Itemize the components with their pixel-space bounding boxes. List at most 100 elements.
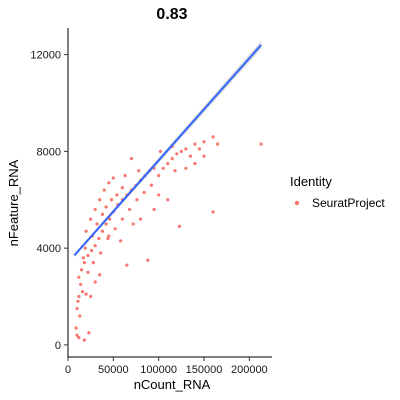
data-point [125, 263, 129, 267]
data-point [170, 157, 174, 161]
data-point [179, 149, 183, 153]
data-point [74, 326, 78, 330]
x-tick-label: 150000 [186, 364, 223, 376]
x-axis-label: nCount_RNA [134, 377, 211, 392]
data-point [193, 142, 197, 146]
data-point [86, 253, 90, 257]
data-point [166, 198, 170, 202]
data-point [106, 236, 110, 241]
data-point [166, 161, 170, 166]
y-axis-label: nFeature_RNA [6, 159, 21, 246]
data-point [77, 275, 81, 279]
data-point [98, 273, 102, 277]
data-point [128, 207, 132, 212]
data-point [93, 207, 97, 212]
data-point [138, 217, 143, 221]
data-point [111, 176, 115, 180]
data-point [197, 147, 202, 151]
y-tick-label: 0 [55, 340, 61, 352]
data-point [137, 169, 141, 173]
data-point [175, 152, 179, 156]
data-point [87, 331, 91, 335]
data-point [202, 140, 206, 144]
data-point [211, 210, 215, 214]
legend: Identity SeuratProject [290, 174, 385, 210]
data-point [102, 188, 106, 192]
fit-line [73, 44, 262, 257]
x-tick-label: 50000 [98, 364, 129, 376]
data-point [93, 244, 97, 248]
data-point [76, 299, 80, 303]
data-point [142, 190, 146, 195]
legend-title: Identity [290, 174, 332, 189]
data-point [95, 222, 99, 226]
data-point [152, 207, 156, 212]
data-point [83, 246, 87, 250]
axes: 0 50000 100000 150000 200000 0 4000 8000 12000 [30, 28, 272, 376]
data-point [115, 193, 119, 197]
data-point [80, 268, 84, 272]
data-point [177, 224, 182, 228]
data-point [89, 294, 93, 299]
data-point [78, 314, 82, 318]
data-point [82, 338, 86, 342]
data-point [202, 154, 206, 158]
x-tick-label: 0 [65, 364, 71, 376]
data-point [173, 169, 177, 173]
data-point [216, 142, 220, 146]
data-point [77, 336, 81, 340]
data-point [184, 147, 188, 151]
x-tick-label: 200000 [231, 364, 268, 376]
data-point [99, 251, 103, 255]
data-point [84, 229, 88, 233]
data-point [97, 236, 101, 241]
legend-key-seuratproject [294, 200, 300, 206]
data-point [149, 183, 154, 187]
data-point [80, 290, 85, 294]
data-point [109, 198, 114, 202]
data-point [129, 157, 134, 161]
data-point [120, 217, 124, 221]
data-point [75, 307, 79, 311]
data-point [84, 292, 88, 296]
data-point [91, 261, 95, 265]
data-point [104, 205, 108, 209]
data-point [188, 154, 192, 158]
y-tick-label: 12000 [30, 50, 61, 62]
data-point [100, 229, 105, 233]
data-point [135, 198, 139, 202]
data-point [89, 217, 93, 221]
data-point [98, 198, 102, 202]
data-point [113, 227, 117, 231]
plot-area [73, 40, 263, 342]
data-point [107, 234, 111, 238]
data-point [157, 193, 161, 197]
data-point [146, 258, 150, 262]
data-point [89, 248, 94, 253]
data-point [161, 166, 165, 170]
data-point [118, 239, 123, 243]
data-point [211, 135, 215, 139]
x-tick-label: 100000 [140, 364, 177, 376]
legend-label-seuratproject: SeuratProject [312, 196, 385, 210]
data-point [75, 333, 79, 337]
data-point [86, 270, 90, 274]
data-point [123, 173, 127, 178]
data-point [131, 222, 135, 226]
data-point [79, 282, 83, 287]
data-point [120, 186, 124, 190]
data-point [108, 217, 112, 221]
data-point [93, 280, 97, 284]
data-point [77, 294, 81, 299]
data-point [81, 256, 86, 260]
data-point [104, 222, 108, 226]
data-point [259, 142, 263, 146]
data-point [82, 261, 86, 265]
data-point [193, 161, 197, 166]
chart-title: 0.83 [156, 6, 187, 23]
y-tick-label: 8000 [37, 146, 61, 158]
data-point [158, 149, 163, 153]
data-point [157, 173, 161, 178]
data-point [107, 181, 111, 185]
